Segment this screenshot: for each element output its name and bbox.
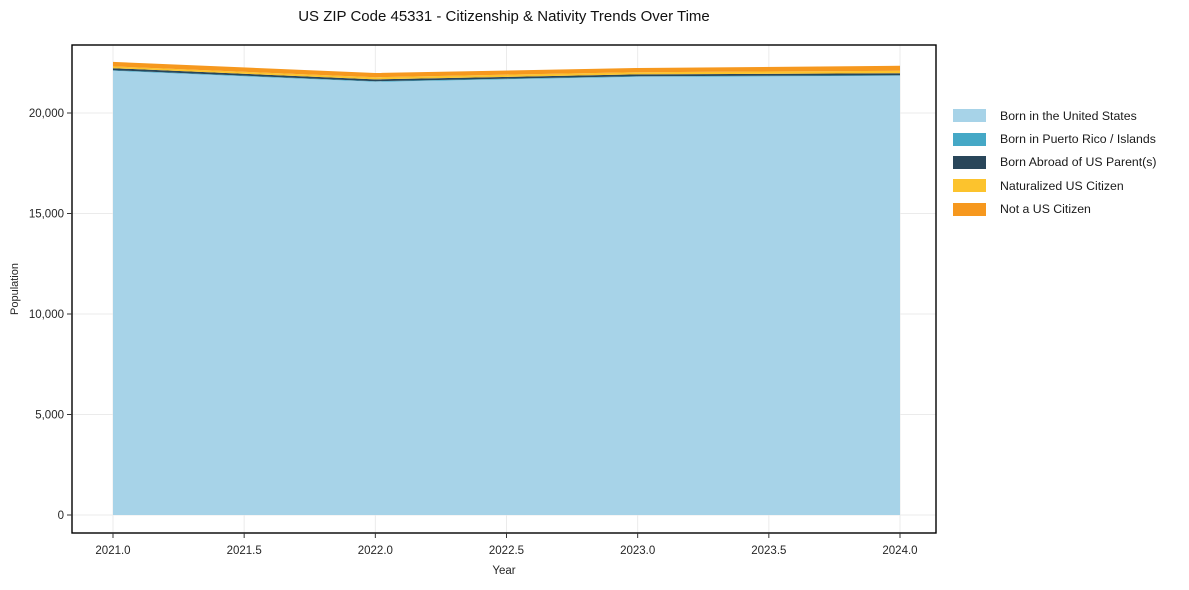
x-tick-label: 2023.5 — [751, 545, 786, 557]
legend-label: Born in the United States — [1000, 108, 1137, 123]
legend-item: Born in the United States — [953, 104, 1157, 127]
area-series-0 — [113, 70, 900, 516]
legend-swatch — [953, 179, 986, 193]
legend-swatch — [953, 155, 986, 169]
legend-item: Born Abroad of US Parent(s) — [953, 151, 1157, 174]
y-tick-label: 15,000 — [29, 209, 64, 221]
y-tick-label: 5,000 — [35, 410, 64, 422]
x-tick-label: 2023.0 — [620, 545, 655, 557]
legend-item: Naturalized US Citizen — [953, 174, 1157, 197]
x-tick-label: 2022.5 — [489, 545, 524, 557]
y-tick-label: 0 — [58, 510, 64, 522]
legend-item: Born in Puerto Rico / Islands — [953, 127, 1157, 150]
area-series-3 — [113, 66, 900, 80]
y-tick-label: 10,000 — [29, 309, 64, 321]
legend-label: Born Abroad of US Parent(s) — [1000, 155, 1157, 170]
area-series-2 — [113, 68, 900, 82]
plot-border — [71, 44, 937, 534]
x-tick-label: 2022.0 — [358, 545, 393, 557]
legend-label: Born in Puerto Rico / Islands — [1000, 132, 1156, 147]
legend-label: Not a US Citizen — [1000, 202, 1091, 217]
legend: Born in the United States Born in Puerto … — [953, 104, 1157, 221]
x-tick-label: 2024.0 — [882, 545, 917, 557]
legend-swatch — [953, 202, 986, 216]
legend-swatch — [953, 109, 986, 123]
y-tick-label: 20,000 — [29, 108, 64, 120]
legend-swatch — [953, 132, 986, 146]
x-tick-label: 2021.0 — [95, 545, 130, 557]
y-axis-label: Population — [9, 263, 21, 315]
legend-label: Naturalized US Citizen — [1000, 178, 1124, 193]
chart-title: US ZIP Code 45331 - Citizenship & Nativi… — [298, 8, 710, 25]
x-tick-label: 2021.5 — [227, 545, 262, 557]
x-axis-label: Year — [492, 565, 516, 577]
legend-item: Not a US Citizen — [953, 198, 1157, 221]
area-series-1 — [113, 70, 900, 82]
area-series-4 — [113, 61, 900, 78]
